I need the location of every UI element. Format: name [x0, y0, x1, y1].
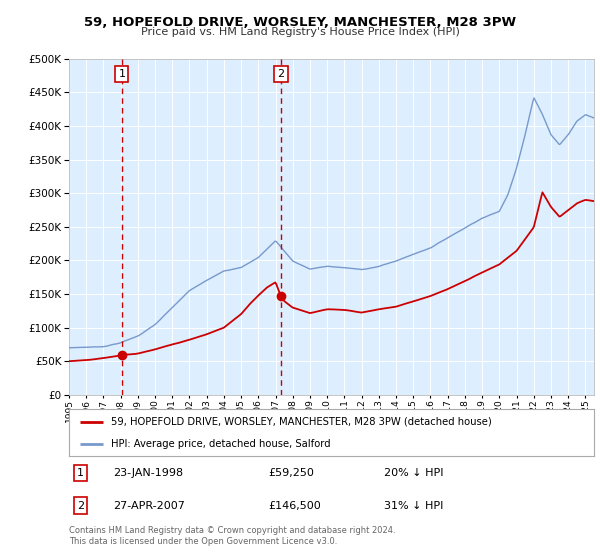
Text: Price paid vs. HM Land Registry's House Price Index (HPI): Price paid vs. HM Land Registry's House …	[140, 27, 460, 37]
Text: £59,250: £59,250	[269, 468, 314, 478]
Text: 27-APR-2007: 27-APR-2007	[113, 501, 185, 511]
Text: 2: 2	[278, 69, 284, 79]
Text: £146,500: £146,500	[269, 501, 321, 511]
Text: 20% ↓ HPI: 20% ↓ HPI	[384, 468, 443, 478]
Text: 59, HOPEFOLD DRIVE, WORSLEY, MANCHESTER, M28 3PW: 59, HOPEFOLD DRIVE, WORSLEY, MANCHESTER,…	[84, 16, 516, 29]
Text: Contains HM Land Registry data © Crown copyright and database right 2024.
This d: Contains HM Land Registry data © Crown c…	[69, 526, 395, 546]
Text: HPI: Average price, detached house, Salford: HPI: Average price, detached house, Salf…	[111, 438, 331, 449]
Text: 2: 2	[77, 501, 84, 511]
Text: 1: 1	[77, 468, 84, 478]
Text: 23-JAN-1998: 23-JAN-1998	[113, 468, 184, 478]
Text: 1: 1	[118, 69, 125, 79]
Text: 59, HOPEFOLD DRIVE, WORSLEY, MANCHESTER, M28 3PW (detached house): 59, HOPEFOLD DRIVE, WORSLEY, MANCHESTER,…	[111, 417, 492, 427]
Text: 31% ↓ HPI: 31% ↓ HPI	[384, 501, 443, 511]
